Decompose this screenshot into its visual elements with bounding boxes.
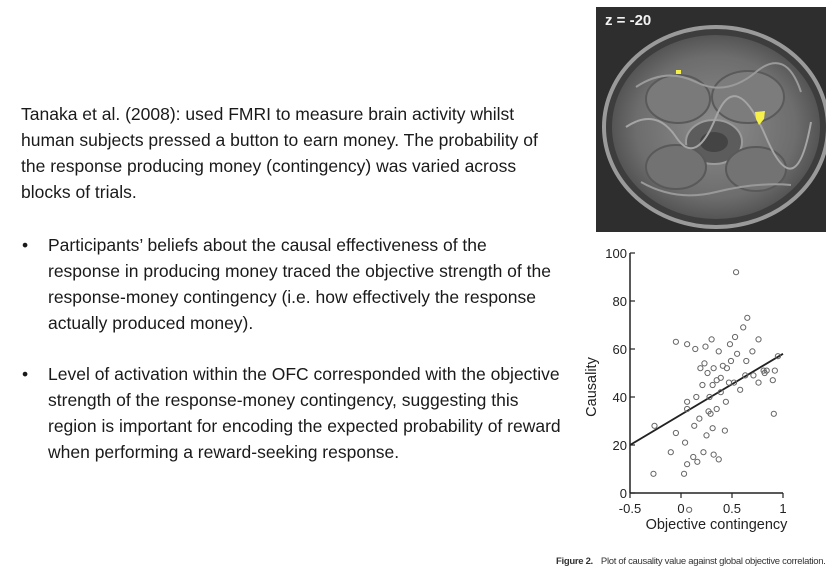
regression-line	[629, 353, 784, 446]
data-point	[672, 429, 680, 437]
x-tick-label: 0.5	[723, 501, 741, 516]
data-point	[691, 422, 698, 429]
data-point	[706, 393, 713, 401]
data-point	[750, 372, 757, 379]
data-point	[650, 470, 657, 477]
activation-spot	[676, 70, 681, 74]
data-point	[742, 372, 749, 379]
caption-text: Plot of causality value against global o…	[600, 556, 826, 567]
x-axis-label: Objective contingency	[646, 517, 789, 533]
data-point	[700, 449, 707, 456]
data-point	[763, 367, 770, 374]
data-point	[701, 360, 708, 367]
data-point	[769, 377, 776, 384]
data-point	[702, 343, 709, 350]
data-point	[684, 405, 691, 413]
data-point	[749, 348, 756, 355]
data-point	[731, 333, 739, 341]
data-point	[723, 365, 730, 372]
data-point	[686, 506, 693, 513]
data-point	[692, 345, 699, 353]
data-point	[696, 415, 703, 422]
data-point	[743, 357, 750, 365]
data-point	[721, 427, 728, 434]
data-point	[730, 379, 738, 386]
data-point	[684, 398, 691, 405]
y-tick-label: 80	[613, 294, 627, 309]
bullet-marker: •	[22, 235, 29, 255]
slice-label: z = -20	[605, 12, 652, 29]
data-point	[737, 386, 744, 393]
data-point	[740, 324, 747, 331]
x-tick-label: 0	[677, 501, 684, 516]
data-point	[727, 357, 735, 365]
bullet-marker: •	[22, 364, 29, 384]
data-point	[709, 381, 716, 389]
figure-number: Figure 2.	[556, 556, 593, 567]
data-point	[684, 461, 691, 468]
bullet-item: • Participants’ beliefs about the causal…	[21, 232, 561, 336]
data-point	[710, 451, 717, 458]
data-point	[651, 422, 658, 429]
data-point	[704, 369, 711, 377]
bullet-item: • Level of activation within the OFC cor…	[21, 361, 561, 465]
data-point	[755, 336, 762, 343]
data-point	[715, 456, 722, 463]
data-point	[771, 367, 778, 374]
y-tick-label: 40	[613, 390, 627, 405]
data-point	[725, 379, 733, 386]
data-point	[699, 381, 706, 389]
y-axis-label: Causality	[584, 356, 600, 416]
data-point	[709, 425, 716, 432]
x-tick-label: -0.5	[619, 501, 641, 516]
y-tick-label: 60	[613, 342, 627, 357]
data-point	[717, 374, 724, 381]
bullet-text: Level of activation within the OFC corre…	[48, 364, 561, 462]
figure-caption: Figure 2. Plot of causality value against…	[556, 556, 834, 567]
data-point	[717, 389, 724, 396]
y-tick-label: 0	[620, 486, 627, 501]
data-point	[760, 367, 767, 374]
data-point	[707, 410, 714, 417]
data-point	[770, 410, 777, 417]
data-point	[734, 350, 741, 357]
data-point	[774, 353, 781, 360]
data-point	[681, 439, 689, 446]
data-point	[715, 348, 722, 355]
data-point	[744, 314, 751, 321]
y-tick-label: 100	[605, 246, 627, 261]
data-point	[722, 398, 729, 405]
data-point	[713, 405, 720, 413]
data-point	[755, 379, 762, 386]
data-point	[726, 341, 734, 348]
x-tick-label: 1	[779, 501, 786, 516]
data-point	[690, 453, 697, 461]
data-point	[680, 470, 688, 477]
activation-spot	[755, 111, 765, 125]
data-point	[684, 341, 691, 348]
data-point	[693, 393, 700, 401]
data-point	[694, 458, 701, 465]
data-point	[710, 365, 717, 372]
data-point	[672, 338, 680, 345]
data-point	[708, 336, 715, 343]
data-point	[667, 449, 674, 456]
data-point	[697, 365, 704, 372]
bullet-text: Participants’ beliefs about the causal e…	[48, 235, 551, 333]
data-point	[732, 269, 740, 276]
bullet-list: • Participants’ beliefs about the causal…	[21, 232, 561, 490]
mri-brain-image: z = -20	[596, 7, 826, 232]
brain-scan-illustration	[596, 7, 826, 232]
y-tick-label: 20	[613, 438, 627, 453]
data-point	[703, 432, 710, 439]
intro-paragraph: Tanaka et al. (2008): used FMRI to measu…	[21, 104, 538, 202]
